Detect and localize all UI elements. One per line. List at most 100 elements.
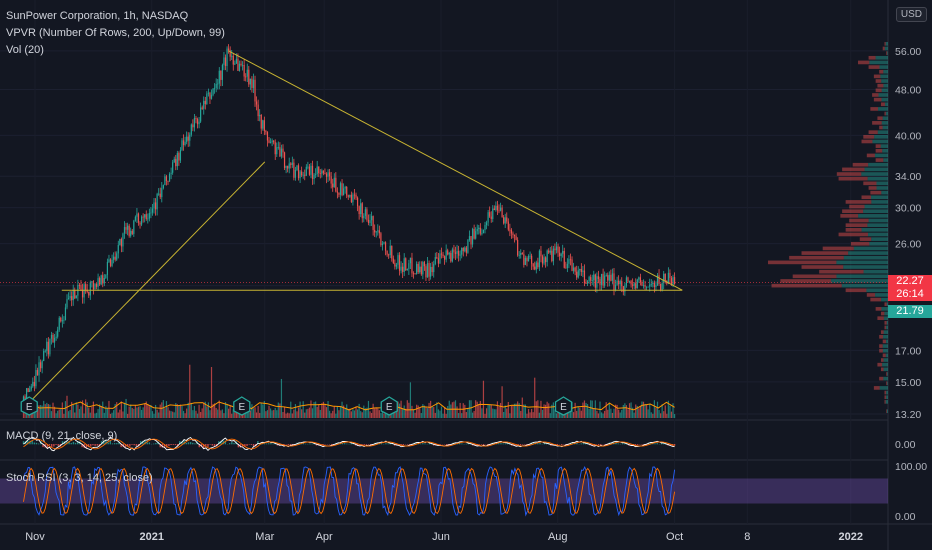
volume-bar	[408, 402, 410, 418]
macd-histogram-bar	[105, 440, 107, 445]
candle-body	[55, 336, 57, 338]
macd-histogram-bar	[663, 443, 665, 445]
macd-histogram-bar	[270, 443, 272, 445]
candle-body	[632, 284, 634, 286]
candle-body	[49, 338, 51, 355]
volume-bar	[356, 409, 359, 418]
volume-bar	[53, 406, 56, 418]
candle-body	[234, 63, 236, 65]
vpvr-row-up	[885, 111, 888, 116]
candle-body	[268, 140, 270, 143]
volume-bar	[212, 403, 214, 418]
candle-body	[109, 259, 112, 266]
volume-bar	[470, 400, 472, 418]
volume-bar	[293, 409, 295, 418]
volume-bar	[291, 413, 293, 418]
macd-histogram-bar	[205, 444, 207, 446]
candle-body	[622, 286, 624, 292]
volume-bar	[75, 402, 77, 418]
earnings-marker-label: E	[26, 402, 33, 413]
vpvr-row-up	[884, 102, 888, 107]
macd-histogram-bar	[556, 444, 559, 446]
candle-body	[327, 172, 329, 177]
volume-bar	[529, 412, 531, 418]
volume-bar	[442, 413, 444, 418]
volume-bar	[636, 405, 638, 418]
candle-body	[38, 362, 40, 376]
vpvr-row-down	[872, 93, 879, 97]
vpvr-legend[interactable]: VPVR (Number Of Rows, 200, Up/Down, 99)	[6, 27, 225, 39]
volume-bar	[220, 410, 222, 418]
candle-body	[649, 284, 651, 287]
volume-bar	[117, 412, 119, 418]
vpvr-row-down	[877, 83, 884, 88]
volume-bar	[412, 409, 415, 418]
macd-histogram-bar	[170, 444, 172, 445]
volume-bar	[465, 412, 467, 418]
volume-bar	[493, 409, 495, 418]
vpvr-row-down	[870, 297, 882, 302]
candle-body	[430, 266, 432, 277]
volume-bar	[151, 411, 154, 418]
candle-body	[189, 134, 191, 141]
candle-body	[661, 282, 663, 290]
earnings-marker-label: E	[238, 402, 245, 413]
volume-bar	[316, 406, 318, 418]
volume-bar	[572, 412, 575, 418]
candle-body	[431, 266, 433, 273]
vpvr-row-down	[849, 218, 869, 223]
volume-bar	[479, 400, 481, 418]
candle-body	[39, 362, 42, 369]
vpvr-row-down	[780, 279, 832, 283]
vpvr-row-up	[880, 74, 888, 79]
candle-body	[569, 259, 572, 261]
volume-bar	[287, 412, 289, 418]
candle-body	[195, 118, 197, 120]
trendline	[228, 50, 683, 291]
macd-histogram-bar	[213, 444, 216, 447]
y-tick-label: 15.00	[895, 377, 921, 389]
macd-histogram-bar	[172, 444, 174, 445]
vpvr-row-down	[879, 69, 884, 74]
volume-bar	[324, 404, 326, 418]
volume-bar	[481, 408, 483, 418]
vpvr-row-up	[886, 409, 888, 413]
volume-bar	[133, 408, 135, 418]
volume-bar	[170, 411, 172, 418]
macd-histogram-bar	[70, 442, 72, 445]
chart-title: SunPower Corporation, 1h, NASDAQ	[6, 10, 189, 22]
stoch-rsi-legend[interactable]: Stoch RSI (3, 3, 14, 25, close)	[6, 472, 153, 484]
macd-legend[interactable]: MACD (9, 21, close, 9)	[6, 430, 118, 442]
candle-body	[484, 224, 486, 231]
vpvr-row-down	[875, 148, 883, 153]
candle-body	[610, 274, 612, 281]
candle-body	[669, 272, 671, 278]
macd-histogram-bar	[537, 443, 539, 445]
candle-body	[43, 351, 45, 361]
candle-body	[590, 277, 592, 281]
volume-bar	[655, 407, 657, 418]
candle-body	[30, 386, 32, 390]
volume-bar	[164, 408, 166, 418]
volume-bar	[282, 411, 284, 418]
macd-histogram-bar	[330, 444, 333, 445]
macd-histogram-bar	[265, 443, 268, 445]
volume-bar	[136, 407, 138, 418]
macd-histogram-bar	[600, 444, 602, 445]
candle-body	[85, 284, 87, 290]
candle-body	[571, 259, 573, 271]
vpvr-row-up	[886, 390, 888, 395]
volume-bar	[179, 404, 182, 418]
volume-legend[interactable]: Vol (20)	[6, 44, 44, 56]
volume-bar	[296, 411, 298, 418]
macd-histogram-bar	[478, 444, 480, 445]
currency-badge[interactable]: USD	[895, 7, 927, 22]
candle-body	[120, 238, 122, 247]
candle-body	[445, 250, 447, 260]
volume-bar	[400, 400, 402, 418]
vpvr-row-down	[875, 79, 882, 83]
candle-body	[389, 245, 391, 256]
volume-bar	[192, 410, 194, 418]
candle-body	[515, 236, 517, 240]
